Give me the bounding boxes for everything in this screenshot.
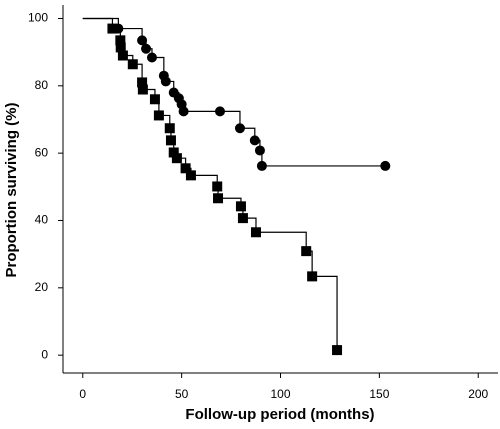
y-tick-label: 100 [28, 11, 48, 25]
square-marker [171, 153, 182, 164]
y-tick-label: 40 [35, 213, 49, 227]
x-axis-label: Follow-up period (months) [185, 406, 374, 423]
square-marker [137, 84, 148, 95]
circle-marker [137, 35, 148, 46]
square-marker [117, 50, 128, 61]
square-marker [115, 42, 126, 53]
square-marker [168, 147, 179, 158]
square-marker [164, 123, 175, 134]
y-tick-label: 60 [35, 145, 49, 159]
survival-step [255, 231, 307, 252]
circle-marker [146, 52, 157, 63]
square-marker [180, 163, 191, 174]
circle-marker [141, 43, 152, 54]
square-marker [250, 227, 261, 238]
square-marker [332, 345, 343, 356]
x-tick-label: 100 [270, 387, 290, 401]
square-marker [107, 23, 118, 34]
circle-marker [178, 106, 189, 117]
y-tick-label: 80 [35, 78, 49, 92]
x-tick-label: 0 [79, 387, 86, 401]
square-marker [212, 181, 223, 192]
square-marker [165, 135, 176, 146]
x-tick-label: 50 [175, 387, 189, 401]
survival-step [219, 110, 241, 129]
circle-marker [234, 123, 245, 134]
square-marker [301, 246, 312, 257]
survival-step [312, 275, 338, 351]
circle-marker [256, 160, 267, 171]
square-marker [153, 110, 164, 121]
square-marker [185, 170, 196, 181]
square-marker [307, 271, 318, 282]
square-marker [149, 94, 160, 105]
square-marker [137, 77, 148, 88]
circle-marker [214, 106, 225, 117]
y-tick-label: 20 [35, 280, 49, 294]
square-marker [237, 213, 248, 224]
circle-marker [249, 135, 260, 146]
square-marker [235, 201, 246, 212]
y-axis-label: Proportion surviving (%) [3, 102, 20, 277]
y-tick-label: 0 [41, 347, 48, 361]
x-tick-label: 200 [468, 387, 488, 401]
x-tick-label: 150 [369, 387, 389, 401]
square-marker [127, 59, 138, 70]
square-marker [115, 35, 126, 46]
square-marker [213, 193, 224, 204]
circle-marker [160, 76, 171, 87]
circle-marker [254, 145, 265, 156]
circle-marker [380, 160, 391, 171]
